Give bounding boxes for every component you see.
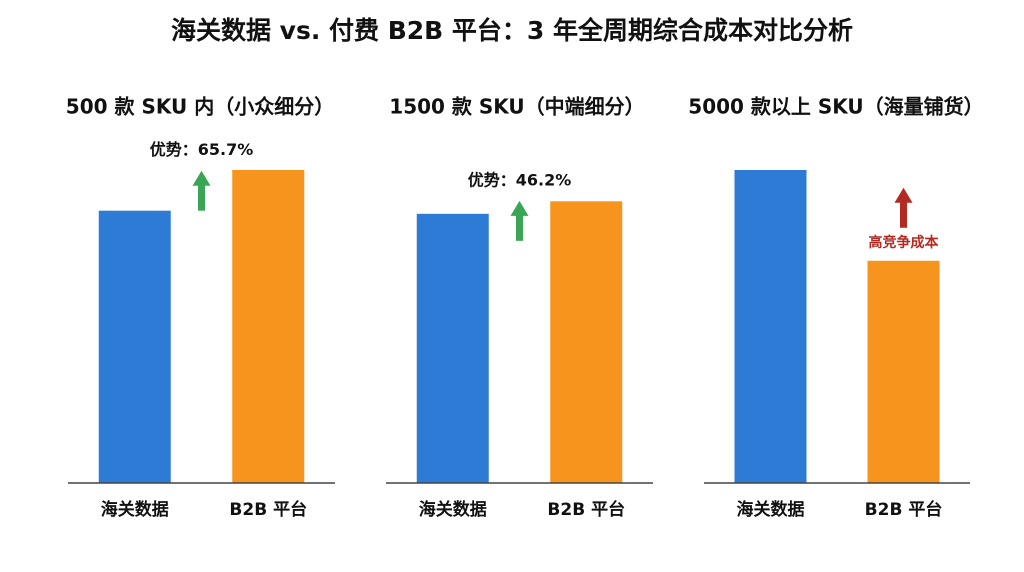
x-tick-label: B2B 平台 [229, 499, 307, 520]
annotation: 优势：46.2% [468, 170, 572, 189]
arrow-head [894, 187, 913, 203]
bar [98, 210, 171, 483]
bar [416, 213, 489, 483]
bar [550, 201, 623, 484]
bar [232, 170, 305, 483]
x-tick-label: 海关数据 [419, 499, 487, 520]
x-tick-label: 海关数据 [737, 499, 805, 520]
panel-title: 1500 款 SKU（中端细分） [389, 95, 644, 119]
x-tick-label: B2B 平台 [547, 499, 625, 520]
annotation: 高竞争成本 [869, 234, 940, 251]
annotation: 优势：65.7% [150, 140, 254, 159]
x-tick-label: 海关数据 [101, 499, 169, 520]
x-tick-label: B2B 平台 [865, 499, 943, 520]
panel-title: 500 款 SKU 内（小众细分） [66, 95, 334, 119]
arrow-head [192, 170, 211, 186]
bar [867, 260, 940, 483]
main-title: 海关数据 vs. 付费 B2B 平台：3 年全周期综合成本对比分析 [171, 16, 853, 45]
panel-title: 5000 款以上 SKU（海量铺货） [688, 95, 983, 119]
arrow-head [510, 200, 529, 216]
bar [734, 170, 807, 483]
